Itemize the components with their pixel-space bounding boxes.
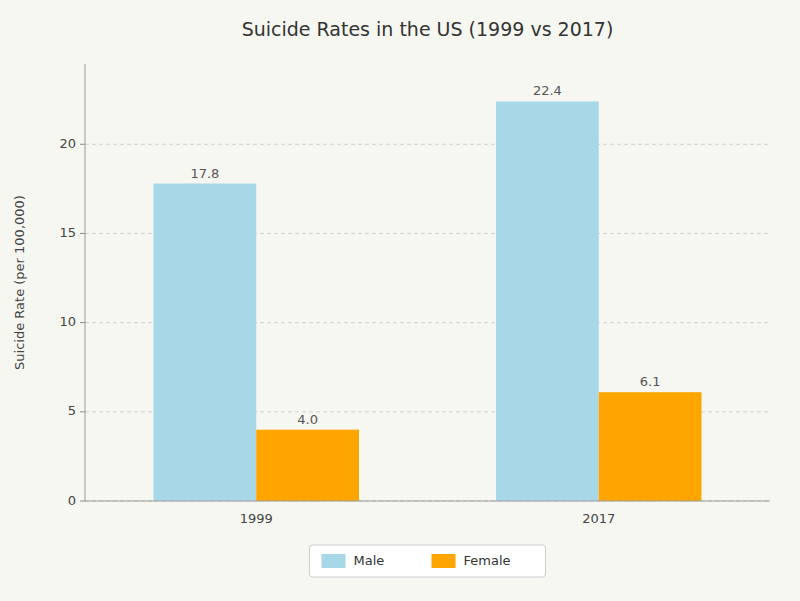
bar xyxy=(154,184,257,501)
y-tick-label: 15 xyxy=(59,225,76,240)
x-tick-label: 1999 xyxy=(240,511,273,526)
legend-box xyxy=(310,545,546,577)
y-axis-label: Suicide Rate (per 100,000) xyxy=(12,195,27,370)
data-label: 4.0 xyxy=(297,412,318,427)
legend-swatch xyxy=(322,554,346,568)
background xyxy=(0,0,800,601)
y-tick-label: 5 xyxy=(68,403,76,418)
chart-container: 0 5 10 15 20 17.8 22.4 4.0 6.1 1999 2017 Suicide Ra… xyxy=(0,0,800,601)
y-axis-line xyxy=(85,64,86,501)
x-tick-label: 2017 xyxy=(582,511,615,526)
y-tick xyxy=(80,411,85,412)
grid xyxy=(80,144,770,501)
x-axis-line xyxy=(85,500,770,501)
y-tick xyxy=(80,233,85,234)
data-label: 22.4 xyxy=(533,83,562,98)
grid-line xyxy=(85,501,770,502)
title: Suicide Rates in the US (1999 vs 2017) xyxy=(242,18,614,40)
data-label: 17.8 xyxy=(190,166,219,181)
legend-swatch xyxy=(432,554,456,568)
legend-label: Female xyxy=(464,553,511,568)
bars xyxy=(154,101,702,501)
legend-label: Male xyxy=(354,553,385,568)
chart: 0 5 10 15 20 17.8 22.4 4.0 6.1 1999 2017 Suicide Ra… xyxy=(0,0,800,601)
y-tick-label: 10 xyxy=(59,314,76,329)
y-tick-label: 0 xyxy=(68,493,76,508)
bar xyxy=(256,430,359,501)
y-tick xyxy=(80,144,85,145)
data-label: 6.1 xyxy=(640,374,661,389)
bar xyxy=(496,101,599,501)
grid-line xyxy=(85,144,770,145)
y-tick xyxy=(80,322,85,323)
y-tick xyxy=(80,501,85,502)
y-tick-label: 20 xyxy=(59,136,76,151)
legend: Male Female xyxy=(310,545,546,577)
bar xyxy=(599,392,702,501)
